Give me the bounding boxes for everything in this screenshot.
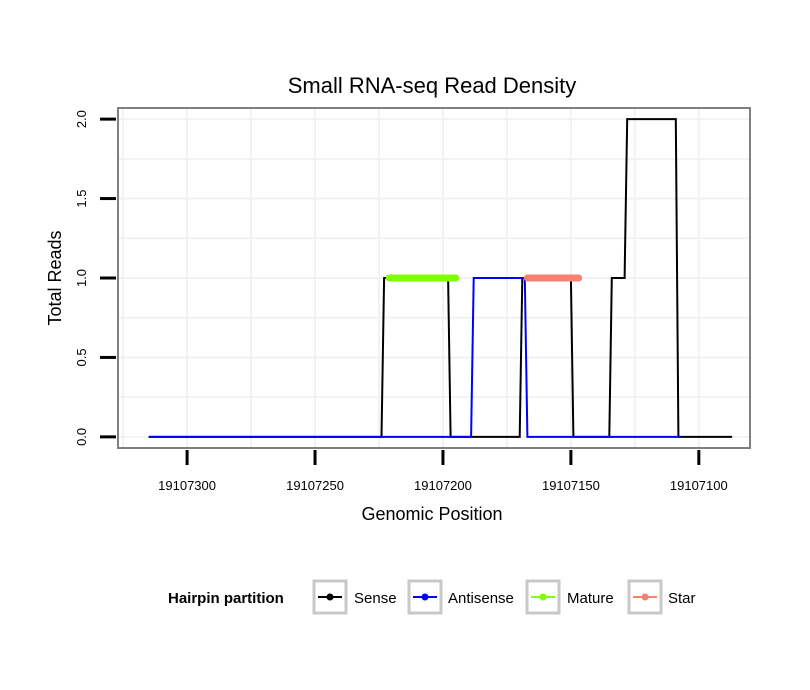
data-series <box>148 118 733 438</box>
y-axis: 0.0 0.5 1.0 1.5 2.0 <box>74 110 116 446</box>
legend-key-point <box>539 593 547 601</box>
x-tick-label: 19107250 <box>286 478 344 493</box>
x-tick-label: 19107300 <box>158 478 216 493</box>
x-tick-label: 19107200 <box>414 478 472 493</box>
legend-label: Star <box>668 590 696 607</box>
legend-key-point <box>326 593 334 601</box>
y-tick-label: 1.0 <box>74 269 89 287</box>
legend-title: Hairpin partition <box>168 590 284 607</box>
x-axis: 19107300 19107250 19107200 19107150 19107100 <box>158 450 728 493</box>
x-tick-label: 19107150 <box>542 478 600 493</box>
y-tick-label: 1.5 <box>74 190 89 208</box>
legend-label: Antisense <box>448 590 514 607</box>
legend-key-point <box>641 593 649 601</box>
x-axis-title: Genomic Position <box>361 504 502 524</box>
legend: Hairpin partition Sense Antisense Mature St… <box>168 579 696 615</box>
legend-label: Sense <box>354 590 397 607</box>
y-tick-label: 2.0 <box>74 110 89 128</box>
y-axis-title: Total Reads <box>45 230 65 325</box>
x-tick-label: 19107100 <box>670 478 728 493</box>
y-tick-label: 0.5 <box>74 348 89 366</box>
chart-title: Small RNA-seq Read Density <box>288 73 577 98</box>
legend-key-point <box>421 593 429 601</box>
legend-label: Mature <box>567 590 614 607</box>
series-line-antisense <box>148 277 681 438</box>
y-tick-label: 0.0 <box>74 428 89 446</box>
plot-border <box>117 107 751 449</box>
